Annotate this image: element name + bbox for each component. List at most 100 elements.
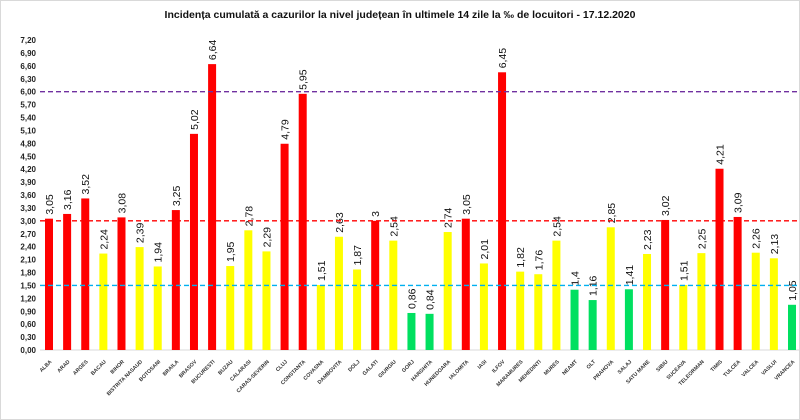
bar-tulcea — [733, 216, 742, 350]
bar-vrancea — [788, 304, 796, 350]
y-tick-label: 0,30 — [20, 333, 36, 342]
y-tick-label: 6,60 — [20, 62, 36, 71]
x-tick-label: ILFOV — [491, 359, 507, 375]
data-label: 2,78 — [243, 206, 255, 227]
chart-title: Incidența cumulată a cazurilor la nivel … — [164, 9, 636, 21]
x-tick-label: NEAMT — [561, 359, 579, 377]
data-label: 1,51 — [678, 260, 690, 281]
x-tick-label: SIBIU — [655, 359, 669, 373]
bar-caras-severin — [262, 251, 271, 350]
bar-olt — [588, 300, 597, 350]
data-label: 2,01 — [479, 239, 491, 260]
bar-buzau — [226, 266, 235, 350]
x-tick-label: MURES — [543, 359, 561, 377]
bar-braila — [171, 210, 180, 350]
x-tick-label: IASI — [477, 359, 489, 371]
bar-brasov — [189, 133, 198, 350]
bar-giurgiu — [389, 240, 398, 350]
x-tick-label: BUZAU — [217, 359, 234, 376]
y-tick-label: 5,70 — [20, 101, 36, 110]
x-tick-label: ARGES — [72, 359, 90, 377]
x-tick-label: GIURGIU — [377, 359, 397, 379]
bar-galati — [371, 220, 380, 350]
data-label: 1,76 — [533, 250, 545, 271]
y-tick-label: 0,90 — [20, 307, 36, 316]
bar-mehedinti — [534, 274, 543, 350]
y-tick-label: 3,30 — [20, 204, 36, 213]
bar-gorj — [407, 312, 416, 350]
y-tick-label: 6,90 — [20, 49, 36, 58]
bar-satu-mare — [643, 253, 652, 350]
x-tick-label: ARAD — [56, 359, 71, 374]
data-label: 2,25 — [696, 229, 708, 250]
bar-arges — [81, 198, 90, 350]
x-tick-label: GORJ — [401, 359, 416, 374]
x-tick-label: CLUJ — [275, 359, 289, 373]
data-label: 5,95 — [298, 69, 310, 90]
data-label: 3,05 — [44, 194, 56, 215]
data-label: 0,84 — [425, 289, 437, 310]
y-tick-label: 0,60 — [20, 320, 36, 329]
data-label: 2,39 — [135, 223, 147, 244]
bar-alba — [45, 218, 53, 350]
data-label: 2,63 — [334, 212, 346, 233]
data-label: 1,82 — [515, 247, 527, 268]
data-label: 5,02 — [189, 109, 201, 130]
y-tick-label: 2,40 — [20, 243, 36, 252]
y-tick-label: 5,40 — [20, 114, 36, 123]
data-label: 3,05 — [461, 194, 473, 215]
data-label: 1,95 — [225, 241, 237, 262]
x-tick-label: CARAS-SEVERIN — [236, 359, 271, 394]
x-tick-label: SALAJ — [617, 359, 634, 376]
y-tick-label: 6,30 — [20, 75, 36, 84]
bar-prahova — [606, 227, 615, 350]
y-tick-label: 1,80 — [20, 269, 36, 278]
data-label: 1,94 — [153, 242, 165, 263]
y-tick-label: 4,80 — [20, 139, 36, 148]
data-label: 2,26 — [751, 228, 763, 249]
bar-bistrita-nasaud — [135, 247, 144, 350]
bar-dolj — [353, 269, 362, 350]
bar-cluj — [280, 143, 289, 350]
bar-covasna — [316, 284, 325, 350]
bar-suceava — [679, 284, 688, 350]
y-tick-label: 2,10 — [20, 256, 36, 265]
x-tick-label: BACAU — [90, 359, 108, 377]
data-label: 2,29 — [261, 227, 273, 248]
bar-harghita — [425, 313, 434, 350]
bar-vaslui — [769, 258, 778, 350]
data-label: 6,64 — [207, 40, 219, 61]
data-label: 3,16 — [62, 189, 74, 210]
x-tick-label: IALOMITA — [448, 359, 470, 381]
bar-ilfov — [498, 72, 507, 351]
y-tick-label: 2,70 — [20, 230, 36, 239]
data-label: 0,86 — [406, 288, 418, 309]
y-tick-label: 1,20 — [20, 294, 36, 303]
bar-mures — [552, 240, 561, 350]
x-tick-label: ALBA — [39, 359, 54, 374]
data-label: 2,54 — [551, 216, 563, 237]
bar-teleorman — [697, 253, 706, 350]
data-label: 2,54 — [388, 216, 400, 237]
x-tick-label: VALCEA — [741, 359, 760, 378]
data-label: 3,09 — [733, 192, 745, 213]
data-label: 2,74 — [443, 207, 455, 228]
y-tick-label: 3,90 — [20, 178, 36, 187]
y-tick-label: 4,20 — [20, 165, 36, 174]
data-label: 2,13 — [769, 234, 781, 255]
x-tick-label: BIHOR — [110, 359, 126, 375]
bar-ialomita — [461, 218, 470, 350]
bar-maramures — [516, 271, 525, 350]
x-tick-label: TIMIS — [710, 359, 725, 374]
y-tick-label: 3,60 — [20, 191, 36, 200]
data-label: 6,45 — [497, 48, 509, 69]
bar-valcea — [751, 252, 760, 350]
data-label: 1,51 — [316, 260, 328, 281]
y-tick-label: 7,20 — [20, 36, 36, 45]
data-label: 1,05 — [787, 280, 799, 301]
bar-botosani — [153, 266, 162, 350]
bar-hunedoara — [443, 232, 452, 350]
bar-bihor — [117, 217, 126, 350]
x-tick-label: DOLJ — [347, 359, 361, 373]
bar-calarasi — [244, 230, 253, 350]
